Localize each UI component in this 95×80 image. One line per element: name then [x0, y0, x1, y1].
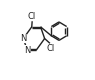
Text: Cl: Cl	[28, 12, 36, 21]
Text: Cl: Cl	[46, 44, 54, 53]
Text: N: N	[24, 46, 30, 55]
Text: N: N	[20, 34, 27, 43]
